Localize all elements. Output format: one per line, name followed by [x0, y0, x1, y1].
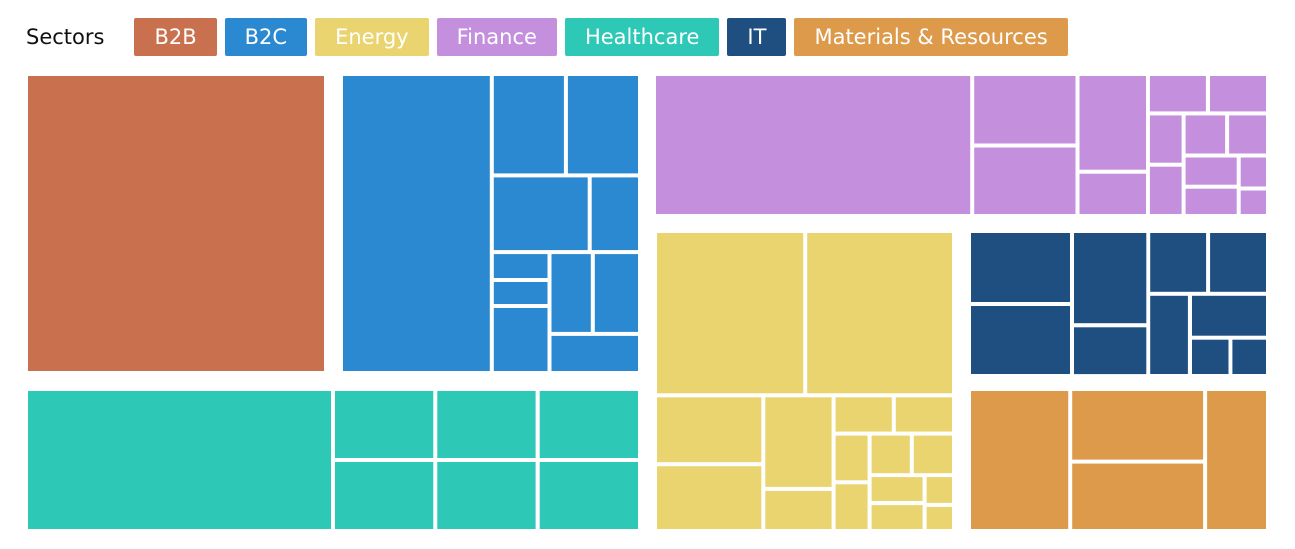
- treemap-cell: [657, 466, 762, 529]
- treemap-cell: [1150, 233, 1207, 292]
- treemap-cell: [551, 335, 638, 371]
- treemap-cell: [765, 490, 832, 529]
- legend-item[interactable]: Energy: [315, 18, 429, 56]
- treemap-cell: [1072, 391, 1204, 460]
- treemap-cell: [1210, 76, 1266, 112]
- legend-item[interactable]: IT: [727, 18, 787, 56]
- treemap-cell: [551, 254, 591, 332]
- treemap-cell: [974, 76, 1076, 144]
- legend-item[interactable]: Healthcare: [564, 18, 720, 56]
- treemap-cell: [493, 282, 548, 304]
- treemap-cell: [1074, 233, 1147, 324]
- treemap-cell: [765, 397, 832, 487]
- legend-item[interactable]: Materials & Resources: [794, 18, 1068, 56]
- treemap-cell: [971, 391, 1069, 529]
- treemap-cell: [493, 254, 548, 278]
- treemap-cell: [493, 177, 588, 251]
- treemap-cell: [1079, 76, 1146, 170]
- treemap-cell: [656, 76, 971, 214]
- treemap-cell: [971, 306, 1070, 374]
- treemap-cell: [1229, 115, 1266, 154]
- treemap-cell: [567, 76, 638, 174]
- treemap-cell: [28, 76, 324, 371]
- legend-item[interactable]: B2B: [134, 18, 217, 56]
- treemap-cell: [591, 177, 638, 251]
- treemap-cell: [343, 76, 490, 371]
- treemap-cell: [1150, 295, 1188, 374]
- treemap-cell: [895, 397, 952, 432]
- treemap-cell: [594, 254, 638, 332]
- treemap-cell: [1240, 157, 1266, 187]
- treemap-cell: [871, 435, 910, 474]
- treemap-cell: [1240, 190, 1266, 214]
- treemap-cell: [1210, 233, 1266, 292]
- legend-item[interactable]: B2C: [224, 18, 308, 56]
- treemap-cell: [657, 397, 762, 463]
- treemap-cell: [1207, 391, 1266, 529]
- treemap-cell: [1149, 76, 1206, 112]
- treemap-cell: [1074, 327, 1147, 375]
- treemap-cell: [1079, 173, 1146, 214]
- treemap-cell: [913, 435, 952, 474]
- treemap-cell: [539, 462, 638, 529]
- treemap-cell: [1185, 115, 1226, 154]
- treemap-cell: [1185, 157, 1237, 185]
- treemap-cell: [926, 477, 952, 503]
- treemap-cell: [335, 462, 434, 529]
- treemap-cell: [835, 397, 892, 432]
- treemap-cell: [1149, 166, 1182, 214]
- legend-title: Sectors: [26, 25, 105, 49]
- legend-item[interactable]: Finance: [436, 18, 557, 56]
- treemap-cell: [28, 391, 331, 529]
- treemap-cell: [437, 462, 536, 529]
- treemap-cell: [1192, 339, 1229, 374]
- treemap-cell: [835, 484, 868, 529]
- treemap-cell: [493, 308, 548, 371]
- legend: Sectors B2B B2C Energy Finance Healthcare IT M…: [26, 18, 1068, 56]
- treemap-cell: [871, 477, 923, 501]
- treemap-cell: [1192, 295, 1266, 336]
- treemap-cell: [1149, 115, 1182, 163]
- treemap-cell: [926, 506, 952, 529]
- treemap-cell: [1232, 339, 1266, 374]
- treemap-cell: [335, 391, 434, 458]
- treemap-cell: [807, 233, 952, 394]
- treemap-cell: [657, 233, 804, 394]
- treemap-cell: [437, 391, 536, 458]
- treemap-cell: [974, 147, 1076, 214]
- treemap-cell: [539, 391, 638, 458]
- treemap-cell: [493, 76, 564, 174]
- treemap-cell: [835, 435, 868, 481]
- treemap-cell: [871, 505, 923, 529]
- treemap-cell: [1072, 463, 1204, 529]
- treemap-cell: [1185, 188, 1237, 214]
- treemap-cell: [971, 233, 1070, 302]
